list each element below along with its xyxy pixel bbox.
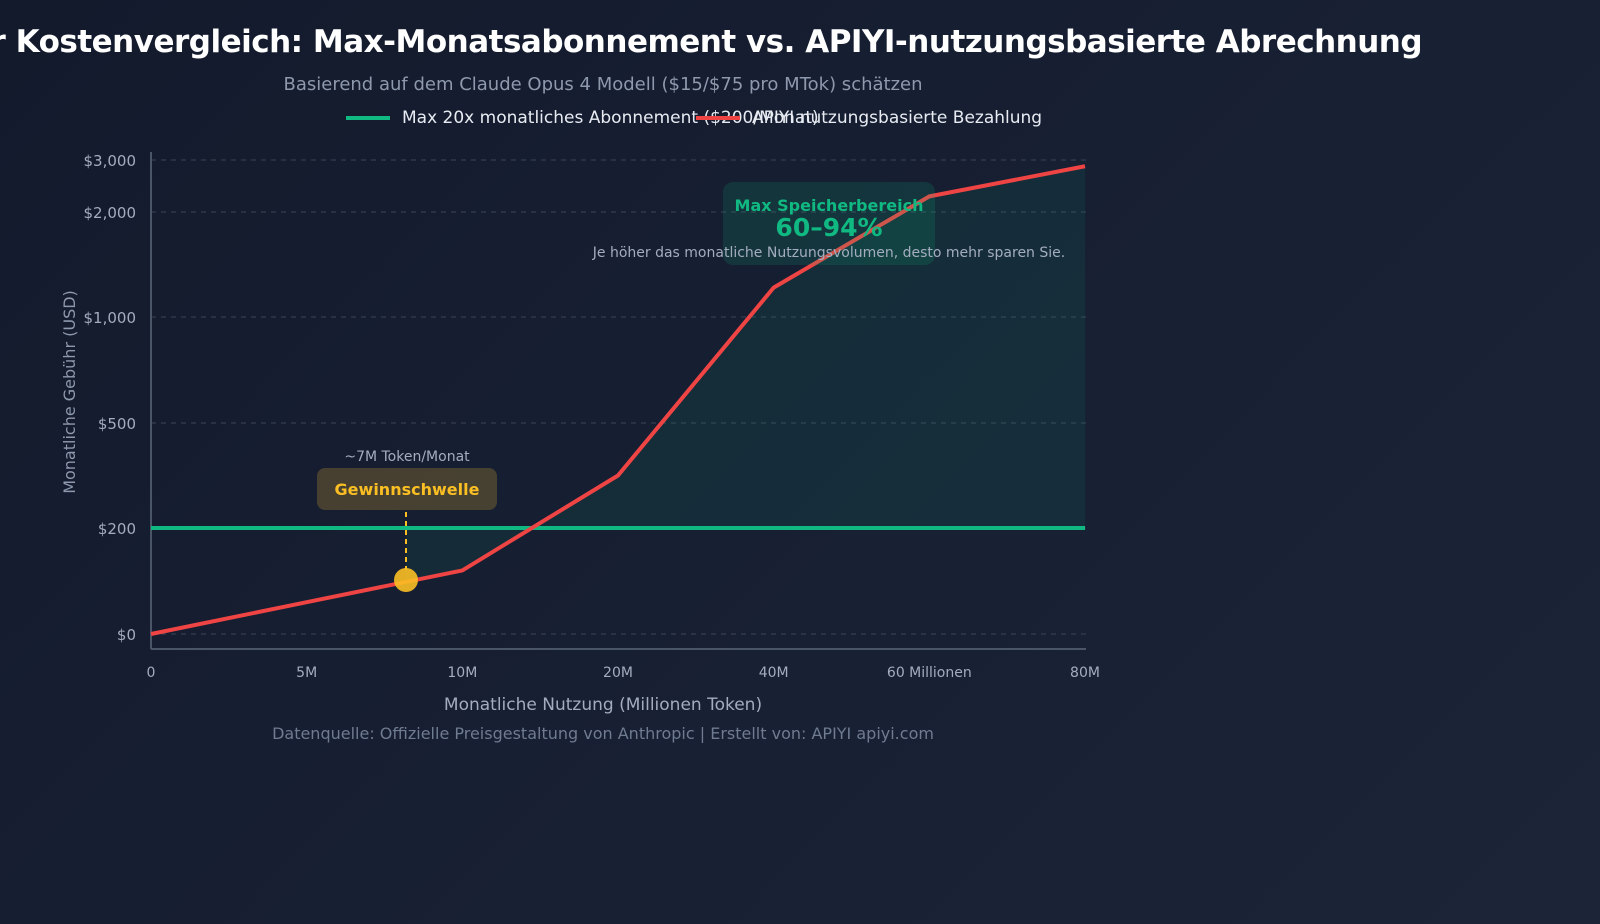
y-axis-label: Monatliche Gebühr (USD) bbox=[60, 290, 79, 494]
x-tick-label: 60 Millionen bbox=[887, 665, 972, 681]
y-tick-label: $3,000 bbox=[84, 152, 137, 170]
legend-label-subscription: Max 20x monatliches Abonnement ($200/Mon… bbox=[402, 108, 819, 128]
legend-item-subscription[interactable]: Max 20x monatliches Abonnement ($200/Mon… bbox=[346, 108, 819, 128]
breakeven-box bbox=[317, 468, 497, 510]
y-tick-label: $1,000 bbox=[84, 309, 137, 327]
breakeven-sub: ~7M Token/Monat bbox=[344, 449, 470, 465]
y-tick-label: $0 bbox=[117, 626, 136, 644]
x-tick-label: 40M bbox=[759, 665, 789, 681]
savings-area bbox=[406, 166, 1085, 581]
x-tick-label: 20M bbox=[603, 665, 633, 681]
x-tick-label: 10M bbox=[447, 665, 477, 681]
savings-title: Max Speicherbereich bbox=[735, 196, 924, 215]
x-tick-label: 5M bbox=[296, 665, 317, 681]
legend-item-payg[interactable]: APIYI nutzungsbasierte Bezahlung bbox=[696, 108, 1042, 128]
chart-title: er Kostenvergleich: Max-Monatsabonnement… bbox=[0, 24, 1423, 60]
x-axis-label: Monatliche Nutzung (Millionen Token) bbox=[444, 695, 762, 715]
savings-note: Je höher das monatliche Nutzungsvolumen,… bbox=[592, 245, 1065, 261]
savings-box bbox=[723, 182, 935, 265]
breakeven-label: Gewinnschwelle bbox=[335, 480, 480, 499]
y-tick-label: $500 bbox=[98, 415, 136, 433]
breakeven-point bbox=[394, 568, 418, 592]
legend-label-payg: APIYI nutzungsbasierte Bezahlung bbox=[752, 108, 1043, 128]
y-tick-label: $200 bbox=[98, 520, 136, 538]
series-line-payg bbox=[150, 164, 1086, 636]
x-tick-label: 80M bbox=[1070, 665, 1100, 681]
footer-source: Datenquelle: Offizielle Preisgestaltung … bbox=[272, 724, 934, 743]
legend-swatch-payg bbox=[696, 116, 740, 120]
legend-swatch-subscription bbox=[346, 116, 390, 120]
savings-value: 60–94% bbox=[775, 213, 882, 242]
y-tick-label: $2,000 bbox=[84, 204, 137, 222]
x-tick-label: 0 bbox=[147, 665, 156, 681]
chart-subtitle: Basierend auf dem Claude Opus 4 Modell (… bbox=[283, 74, 923, 95]
